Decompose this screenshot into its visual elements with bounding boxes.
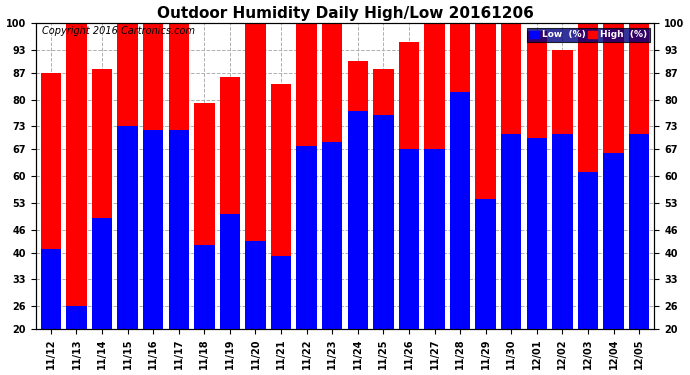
Bar <box>92 218 112 329</box>
Bar <box>424 149 445 329</box>
Bar <box>629 23 649 329</box>
Bar <box>501 23 522 329</box>
Title: Outdoor Humidity Daily High/Low 20161206: Outdoor Humidity Daily High/Low 20161206 <box>157 6 533 21</box>
Bar <box>603 23 624 329</box>
Bar <box>117 23 138 329</box>
Bar <box>297 23 317 329</box>
Bar <box>41 73 61 329</box>
Bar <box>92 69 112 329</box>
Bar <box>168 130 189 329</box>
Bar <box>450 92 471 329</box>
Bar <box>322 23 342 329</box>
Bar <box>526 31 547 329</box>
Bar <box>399 42 419 329</box>
Bar <box>475 199 496 329</box>
Bar <box>373 69 393 329</box>
Bar <box>66 23 87 329</box>
Bar <box>552 134 573 329</box>
Bar <box>399 149 419 329</box>
Bar <box>348 62 368 329</box>
Bar <box>219 214 240 329</box>
Bar <box>578 23 598 329</box>
Bar <box>297 146 317 329</box>
Bar <box>552 50 573 329</box>
Bar <box>526 138 547 329</box>
Bar <box>271 84 291 329</box>
Bar <box>143 130 164 329</box>
Bar <box>66 306 87 329</box>
Bar <box>424 23 445 329</box>
Bar <box>450 23 471 329</box>
Bar <box>271 256 291 329</box>
Text: Copyright 2016 Cartronics.com: Copyright 2016 Cartronics.com <box>41 26 195 36</box>
Bar <box>501 134 522 329</box>
Bar <box>117 126 138 329</box>
Bar <box>475 23 496 329</box>
Bar <box>629 134 649 329</box>
Legend: Low  (%), High  (%): Low (%), High (%) <box>527 28 650 42</box>
Bar <box>219 76 240 329</box>
Bar <box>348 111 368 329</box>
Bar <box>194 104 215 329</box>
Bar <box>194 245 215 329</box>
Bar <box>322 142 342 329</box>
Bar <box>168 23 189 329</box>
Bar <box>578 172 598 329</box>
Bar <box>245 23 266 329</box>
Bar <box>41 249 61 329</box>
Bar <box>603 153 624 329</box>
Bar <box>143 23 164 329</box>
Bar <box>245 241 266 329</box>
Bar <box>373 115 393 329</box>
